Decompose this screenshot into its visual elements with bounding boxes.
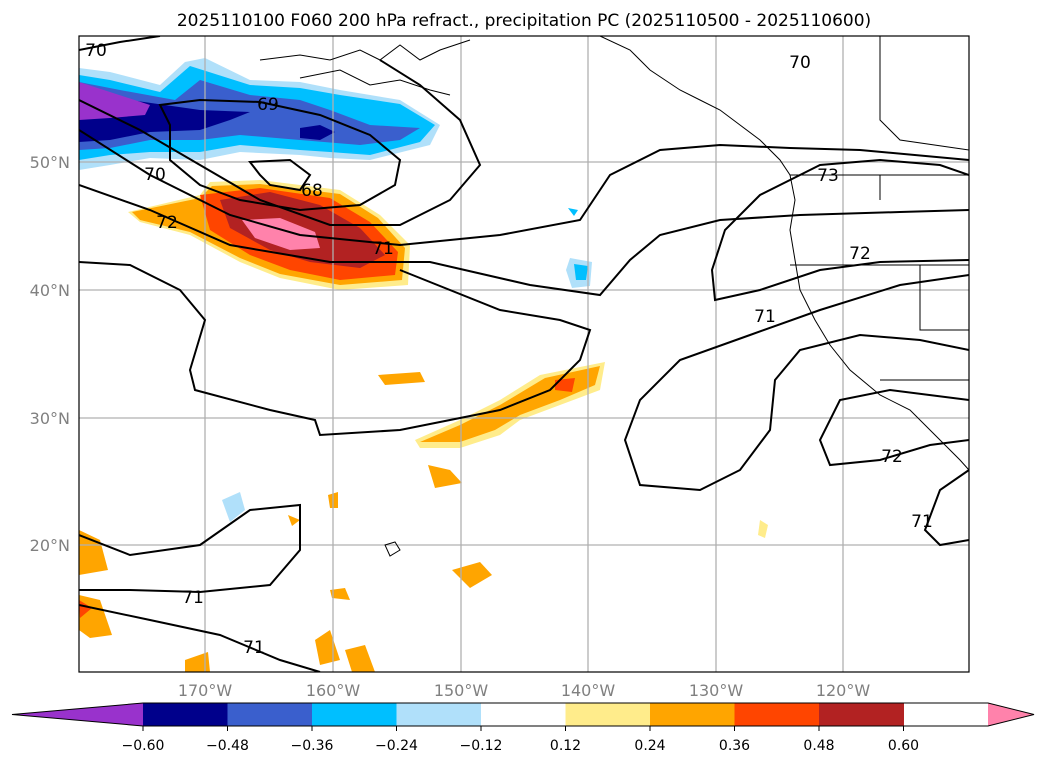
colorbar-tick-label: 0.48 xyxy=(803,738,834,754)
lat-tick: 50°N xyxy=(30,153,70,172)
contour-label: 71 xyxy=(754,307,776,327)
colorbar-segment xyxy=(819,703,904,726)
contour-label: 72 xyxy=(156,213,178,233)
colorbar-tick-label: 0.24 xyxy=(634,738,665,754)
lat-tick: 40°N xyxy=(30,281,70,300)
gridlines xyxy=(79,36,969,672)
colorbar-tick-label: 0.36 xyxy=(719,738,750,754)
contour-label: 70 xyxy=(85,41,107,61)
lon-tick: 140°W xyxy=(561,681,616,700)
colorbar-segment xyxy=(227,703,313,726)
colorbar-segment xyxy=(565,703,651,726)
contour-label: 70 xyxy=(144,165,166,185)
contour-label: 72 xyxy=(881,447,903,467)
colorbar-segment xyxy=(650,703,735,726)
colorbar-extend-high xyxy=(988,703,1034,726)
lon-tick: 120°W xyxy=(816,681,871,700)
contour-labels: 70 69 70 68 72 71 70 73 72 71 72 71 71 7… xyxy=(85,41,933,658)
contour-label: 71 xyxy=(372,239,394,259)
lat-tick: 20°N xyxy=(30,536,70,555)
contour-label: 72 xyxy=(849,244,871,264)
lon-tick: 160°W xyxy=(306,681,361,700)
chart-title: 2025110100 F060 200 hPa refract., precip… xyxy=(177,11,871,31)
refractivity-contours xyxy=(79,36,969,672)
contour-label: 71 xyxy=(911,512,933,532)
contour-label: 68 xyxy=(301,181,323,201)
lon-tick: 150°W xyxy=(434,681,489,700)
colorbar-segment xyxy=(143,703,228,726)
colorbar-segment xyxy=(312,703,397,726)
colorbar-segment xyxy=(481,703,566,726)
lon-tick-labels: 170°W 160°W 150°W 140°W 130°W 120°W xyxy=(178,681,871,700)
contour-label: 69 xyxy=(257,95,279,115)
contour-label: 71 xyxy=(182,588,204,608)
colorbar-tick-label: 0.60 xyxy=(888,738,919,754)
colorbar-tick-label: −0.36 xyxy=(291,738,334,754)
colorbar: −0.60 −0.48 −0.36 −0.24 −0.12 0.12 0.24 0.36 0.4… xyxy=(11,702,1035,754)
colorbar-tick-label: −0.48 xyxy=(206,738,249,754)
lat-tick-labels: 50°N 40°N 30°N 20°N xyxy=(30,153,70,555)
contour-label: 70 xyxy=(789,53,811,73)
colorbar-tick-label: −0.60 xyxy=(122,738,165,754)
contour-label: 71 xyxy=(243,638,265,658)
contour-label: 73 xyxy=(817,166,839,186)
colorbar-tick-label: −0.24 xyxy=(375,738,418,754)
lon-tick: 170°W xyxy=(178,681,233,700)
colorbar-tick-label: −0.12 xyxy=(460,738,503,754)
colorbar-segment xyxy=(734,703,820,726)
lon-tick: 130°W xyxy=(689,681,744,700)
colorbar-extend-low xyxy=(12,703,143,726)
lat-tick: 30°N xyxy=(30,409,70,428)
colorbar-segment xyxy=(396,703,482,726)
colorbar-tick-label: 0.12 xyxy=(550,738,581,754)
map-frame xyxy=(78,35,970,673)
map-area: 70 69 70 68 72 71 70 73 72 71 72 71 71 7… xyxy=(78,35,970,673)
